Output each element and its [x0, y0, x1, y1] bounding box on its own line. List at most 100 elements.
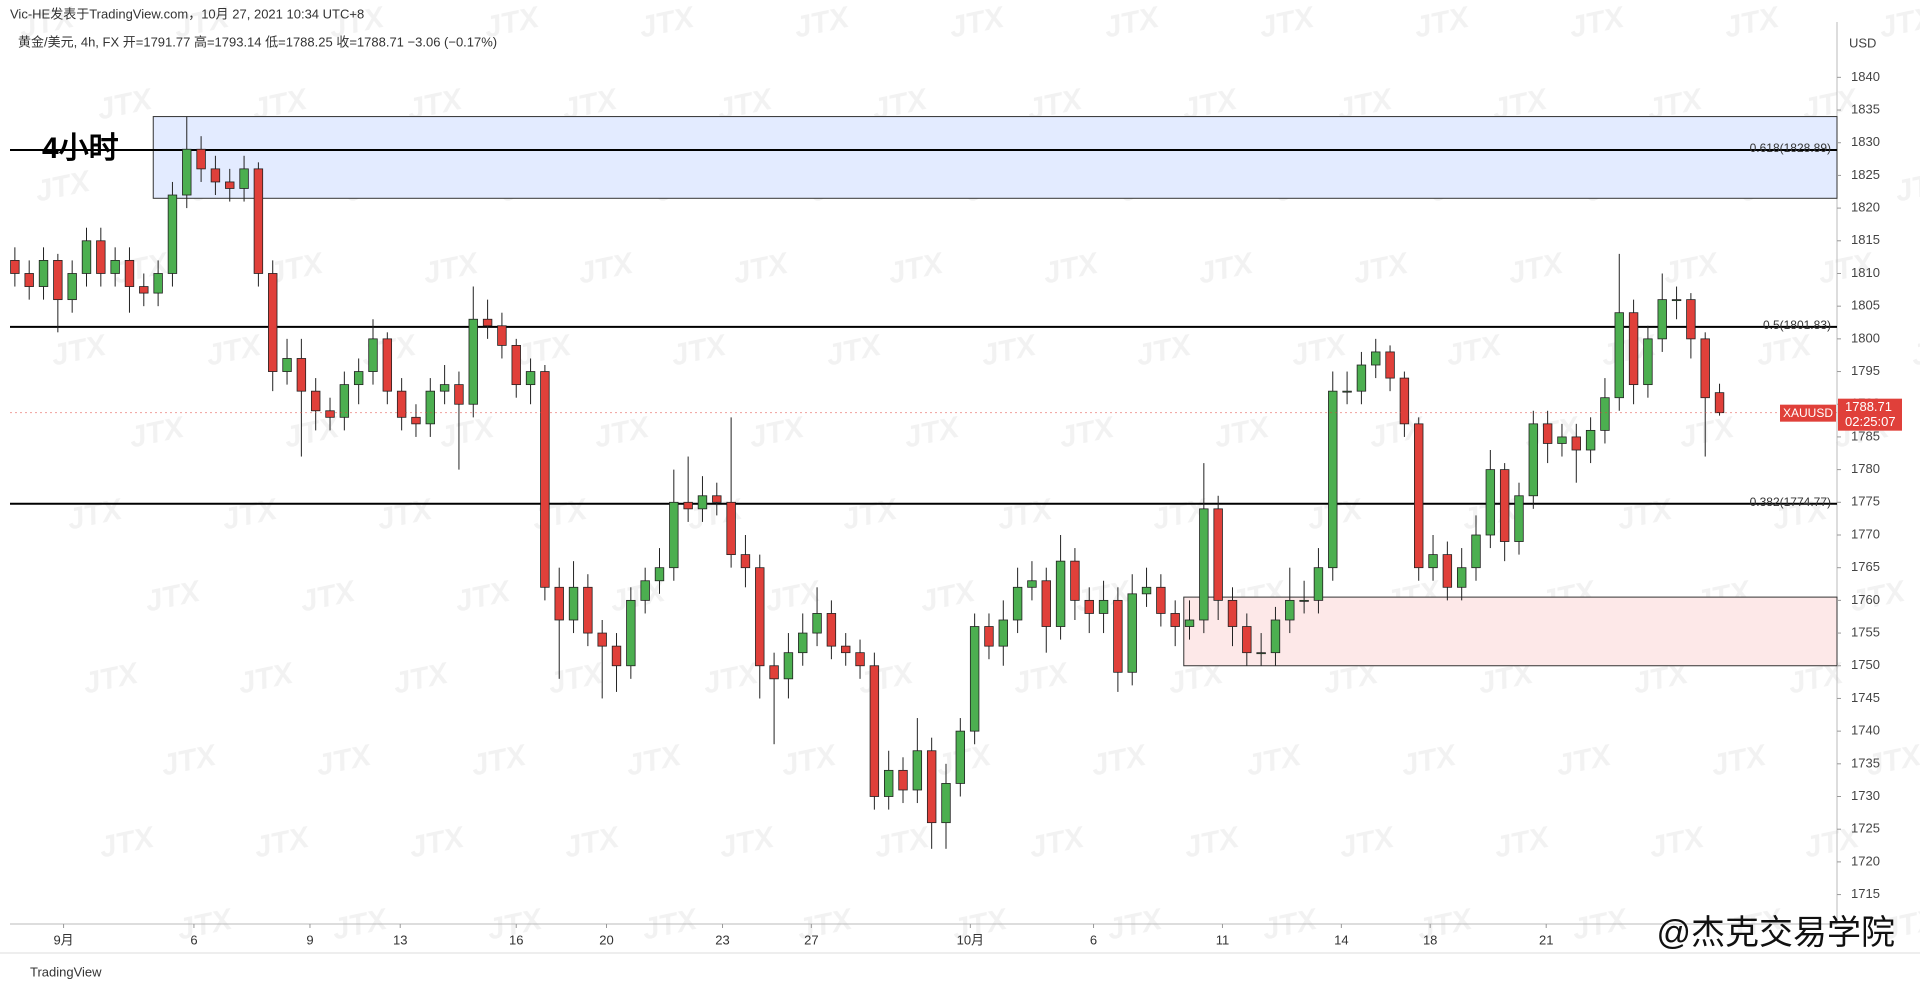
candle-body	[182, 148, 192, 196]
candle-body	[153, 273, 163, 294]
watermark: JTX	[1088, 738, 1151, 782]
candle-body	[984, 626, 994, 647]
x-tick-label: 10月	[957, 932, 984, 947]
candle-body	[1414, 423, 1424, 569]
candle-body	[1098, 599, 1109, 614]
candle-body	[1671, 299, 1682, 302]
y-tick-label: 1825	[1851, 167, 1880, 182]
watermark: JTX	[762, 574, 825, 618]
candle-body	[826, 613, 837, 647]
candle-body	[167, 194, 178, 274]
candle-body	[382, 338, 393, 392]
watermark: JTX	[80, 656, 143, 700]
symbol-label: XAUUSD	[1783, 406, 1833, 420]
candle-body	[239, 168, 249, 189]
candle-body	[1141, 586, 1152, 595]
candle-body	[1256, 652, 1266, 655]
watermark: JTX	[730, 246, 793, 290]
candle-body	[755, 567, 765, 667]
x-tick-label: 9	[306, 932, 313, 947]
candle-body	[1184, 619, 1195, 627]
watermark: JTX	[174, 902, 237, 946]
candle-body	[540, 371, 550, 588]
watermark: JTX	[778, 738, 841, 782]
candle-body	[1456, 567, 1467, 588]
candle-body	[353, 371, 364, 386]
watermark: JTX	[390, 656, 453, 700]
candle-body	[1442, 554, 1453, 588]
watermark: JTX	[126, 410, 189, 454]
candle-body	[926, 750, 937, 824]
watermark: JTX	[1056, 410, 1119, 454]
candle-body	[139, 286, 149, 294]
candle-body	[740, 554, 751, 569]
annotation: 4小时	[42, 132, 119, 165]
watermark: JTX	[823, 328, 886, 372]
candle-body	[1686, 299, 1696, 340]
watermark: JTX	[64, 492, 127, 536]
watermark: JTX	[839, 492, 902, 536]
watermark: JTX	[1243, 738, 1306, 782]
watermark: JTX	[1010, 656, 1073, 700]
watermark: JTX	[1676, 410, 1739, 454]
watermark: JTX	[1660, 246, 1723, 290]
watermark: JTX	[668, 328, 731, 372]
candle-body	[482, 318, 493, 327]
signature: @杰克交易学院	[1656, 914, 1895, 952]
publisher: Vic-HE发表于TradingView.com，10月 27, 2021 10…	[10, 6, 364, 21]
candle-body	[1084, 599, 1094, 614]
candle-body	[511, 344, 521, 386]
y-tick-label: 1720	[1851, 853, 1880, 868]
y-tick-label: 1775	[1851, 494, 1880, 509]
candle-body	[1070, 560, 1080, 601]
candle-body	[1657, 299, 1667, 340]
y-tick-label: 1745	[1851, 690, 1880, 705]
x-tick-label: 27	[804, 932, 818, 947]
price-tag	[1838, 398, 1902, 431]
candle-body	[368, 338, 378, 372]
y-tick-label: 1830	[1851, 134, 1880, 149]
watermark: JTX	[1040, 246, 1103, 290]
watermark: JTX	[32, 164, 95, 208]
candle-body	[1027, 580, 1037, 588]
y-tick-label: 1840	[1851, 69, 1880, 84]
watermark: JTX	[623, 738, 686, 782]
brand: TradingView	[30, 964, 102, 979]
candle-body	[1213, 508, 1223, 601]
candle-body	[941, 783, 951, 824]
watermark: JTX	[791, 0, 854, 44]
y-tick-label: 1820	[1851, 200, 1880, 215]
candle-body	[253, 168, 264, 274]
watermark: JTX	[746, 410, 809, 454]
candle-body	[654, 567, 665, 582]
candle-body	[1471, 534, 1481, 569]
watermark: JTX	[420, 246, 483, 290]
watermark: JTX	[219, 492, 282, 536]
candle-body	[38, 260, 49, 287]
watermark: JTX	[885, 246, 948, 290]
watermark: JTX	[452, 574, 515, 618]
candle-body	[769, 665, 779, 680]
candle-body	[726, 501, 736, 556]
y-tick-label: 1795	[1851, 363, 1880, 378]
x-tick-label: 21	[1539, 932, 1553, 947]
candle-body	[196, 148, 206, 170]
candle-body	[626, 599, 636, 667]
candle-body	[869, 665, 880, 797]
watermark: JTX	[1569, 902, 1632, 946]
candle-body	[1428, 554, 1438, 569]
candle-body	[81, 240, 92, 274]
candle-body	[783, 652, 794, 680]
candle-body	[310, 390, 321, 412]
candle-body	[439, 384, 450, 392]
candle-body	[10, 260, 20, 274]
candle-body	[124, 260, 135, 287]
x-tick-label: 14	[1334, 932, 1348, 947]
x-tick-label: 6	[1090, 932, 1097, 947]
watermark: JTX	[1566, 0, 1629, 44]
candle-body	[998, 619, 1008, 647]
candle-body	[568, 586, 579, 621]
watermark: JTX	[1101, 0, 1164, 44]
candle-body	[1342, 390, 1352, 393]
